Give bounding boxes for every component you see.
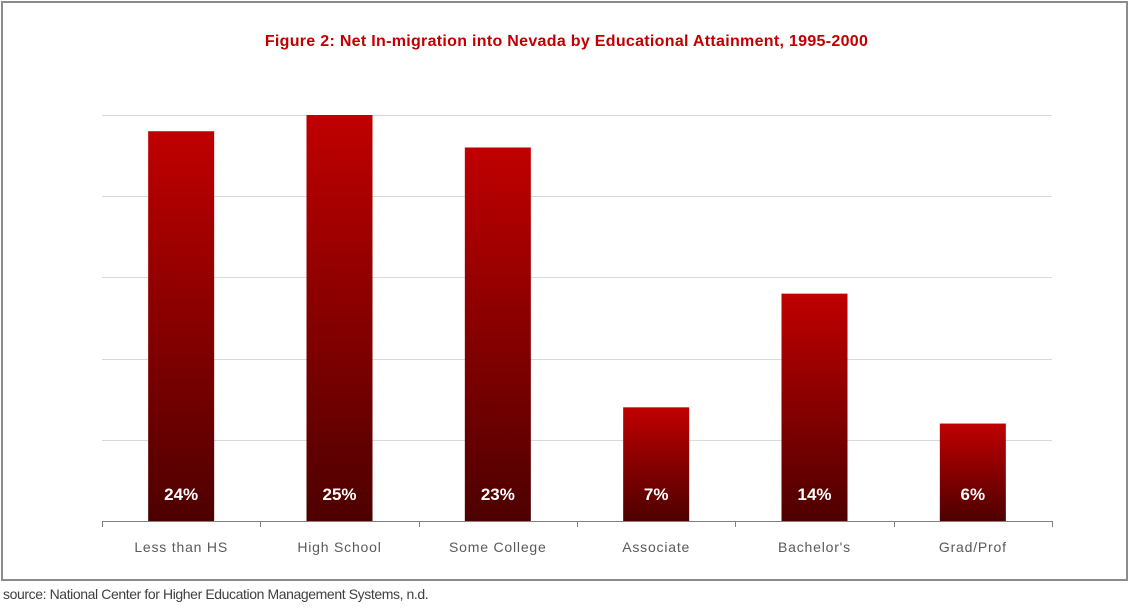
bar (464, 147, 531, 522)
labels: Less than HS High School Some College Assoc… (134, 485, 1006, 555)
x-axis (102, 521, 1053, 527)
bar (781, 293, 848, 521)
x-tick-label: Bachelor's (778, 539, 851, 555)
gridlines (102, 115, 1052, 441)
x-tick-label: Less than HS (134, 539, 228, 555)
data-label: 24% (164, 485, 198, 504)
bar (148, 131, 215, 522)
data-label: 14% (797, 485, 831, 504)
data-label: 23% (481, 485, 515, 504)
x-tick-label: Grad/Prof (939, 539, 1007, 555)
x-tick-label: Some College (449, 539, 547, 555)
data-label: 6% (961, 485, 986, 504)
bars (148, 115, 1006, 522)
x-tick-label: High School (297, 539, 381, 555)
chart-title: Figure 2: Net In-migration into Nevada b… (264, 33, 869, 50)
bar (306, 115, 373, 521)
data-label: 7% (644, 485, 669, 504)
data-label: 25% (322, 485, 356, 504)
bar (623, 407, 690, 521)
bar (939, 423, 1006, 521)
source-note: source: National Center for Higher Educa… (3, 586, 429, 602)
x-tick-label: Associate (622, 539, 690, 555)
